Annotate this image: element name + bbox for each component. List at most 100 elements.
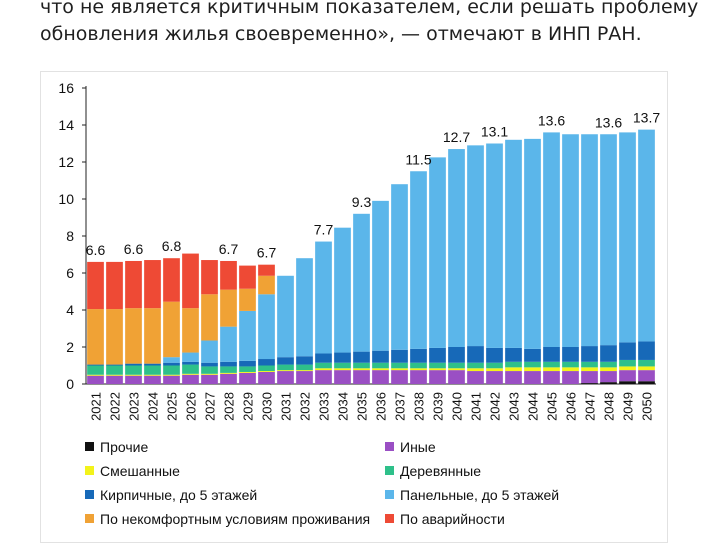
bar-segment [220,326,237,362]
bar-segment [619,381,636,384]
x-tick-label: 2036 [374,392,389,421]
bar-segment [163,374,180,376]
bar-segment [277,275,294,358]
legend-label: Смешанные [100,462,180,479]
bar-segment [144,365,161,375]
bar-segment [315,353,332,363]
bar-segment [638,359,655,367]
bar-segment [524,138,541,349]
bar-segment [163,362,180,366]
legend-item: По некомфортным условиям проживания [85,509,385,528]
bar-segment [467,362,484,369]
bar-segment [201,374,218,384]
data-label: 13.7 [633,110,660,126]
bar-segment [87,375,104,384]
x-tick-label: 2022 [108,392,123,421]
legend-item: Деревянные [385,461,645,480]
chart-legend: Прочие Иные Смешанные Деревянные Кирпичные, … [85,437,645,528]
bar-segment [163,301,180,358]
bar-segment [410,362,427,369]
bar-segment [296,356,313,365]
bar-segment [258,371,275,372]
bar-segment [201,373,218,375]
bar-segment [448,368,465,371]
y-tick-label: 0 [66,376,74,392]
x-tick-label: 2047 [583,392,598,421]
bar-segment [239,360,256,367]
bar-segment [258,294,275,360]
bar-segment [448,149,465,347]
x-tick-label: 2021 [89,392,104,421]
bar-segment [372,370,389,384]
x-tick-label: 2039 [431,392,446,421]
bar-segment [258,365,275,372]
bar-segment [486,143,503,348]
legend-swatch [85,466,94,475]
bar-segment [486,362,503,369]
x-tick-label: 2045 [545,392,560,421]
bar-segment [201,294,218,341]
bar-segment [125,365,142,375]
bar-segment [619,132,636,343]
bar-segment [334,368,351,371]
bar-segment [239,310,256,361]
bar-segment [144,260,161,309]
legend-item: Смешанные [85,461,385,480]
bar-segment [201,260,218,295]
bar-segment [277,370,294,372]
article-text: что не является критичным показателем, е… [40,0,700,48]
bar-segment [467,145,484,347]
bar-segment [410,171,427,349]
bar-segment [562,134,579,347]
bar-segment [410,348,427,363]
bar-segment [201,340,218,363]
bar-segment [220,260,237,290]
bar-segment [315,370,332,384]
bar-segment [562,367,579,372]
bar-segment [106,365,123,375]
bar-segment [505,347,522,362]
bar-segment [296,364,313,371]
bar-segment [429,370,446,384]
legend-label: Деревянные [400,462,482,479]
data-label: 6.6 [124,241,144,257]
bar-segment [334,362,351,369]
article-line: обновления жилья своевременно», — отмеча… [40,23,642,45]
bar-segment [125,260,142,309]
bar-segment [258,275,275,295]
bar-segment [144,363,161,366]
bar-segment [106,375,123,384]
bar-segment [448,347,465,363]
bar-segment [391,362,408,369]
bar-segment [486,368,503,372]
bar-segment [182,361,199,365]
bar-segment [258,264,275,276]
bar-segment [429,347,446,363]
bar-segment [163,375,180,384]
bar-segment [524,371,541,384]
bar-segment [524,361,541,368]
bar-segment [353,362,370,369]
data-label: 6.7 [257,245,277,261]
bar-segment [467,346,484,363]
bar-segment [429,368,446,371]
x-tick-label: 2048 [602,392,617,421]
bar-segment [600,134,617,346]
legend-label: По аварийности [400,510,505,527]
data-label: 13.1 [481,124,508,140]
bar-segment [372,368,389,371]
bar-segment [581,134,598,347]
bar-segment [372,200,389,351]
bar-segment [372,350,389,363]
bar-segment [638,370,655,382]
bar-segment [505,367,522,372]
bar-segment [106,364,123,366]
legend-label: Иные [400,438,436,455]
bar-segment [638,341,655,360]
bar-segment [87,261,104,310]
legend-swatch [385,490,394,499]
bar-segment [410,368,427,371]
bar-segment [277,371,294,384]
bar-segment [334,370,351,384]
bar-segment [391,370,408,384]
